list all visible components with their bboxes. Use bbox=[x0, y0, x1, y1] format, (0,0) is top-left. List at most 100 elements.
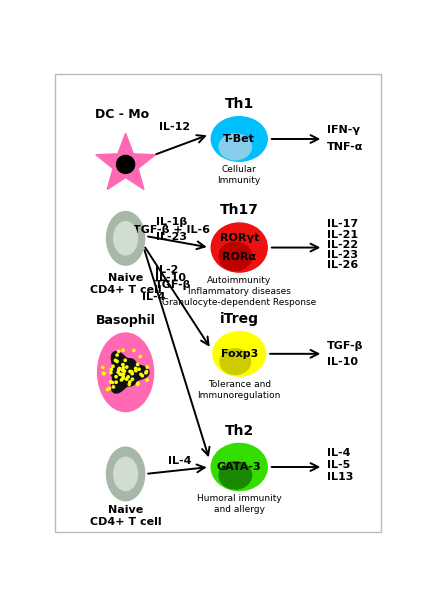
Ellipse shape bbox=[115, 376, 117, 378]
Text: RORγt: RORγt bbox=[220, 233, 259, 243]
Text: Th1: Th1 bbox=[224, 97, 254, 111]
Ellipse shape bbox=[102, 372, 105, 374]
Text: IL-2: IL-2 bbox=[155, 265, 178, 275]
Text: TGF-β: TGF-β bbox=[326, 341, 363, 350]
Ellipse shape bbox=[139, 355, 142, 358]
Text: Th2: Th2 bbox=[224, 424, 254, 438]
Ellipse shape bbox=[111, 382, 113, 383]
Ellipse shape bbox=[110, 371, 112, 374]
Ellipse shape bbox=[141, 374, 144, 377]
Ellipse shape bbox=[103, 373, 105, 375]
Text: IL-23: IL-23 bbox=[326, 250, 357, 260]
Text: Autoimmunity
Inflammatory diseases
Granulocyte-dependent Response: Autoimmunity Inflammatory diseases Granu… bbox=[162, 276, 316, 307]
Ellipse shape bbox=[136, 383, 139, 386]
Text: IL-4: IL-4 bbox=[168, 455, 192, 466]
Ellipse shape bbox=[128, 383, 130, 385]
Ellipse shape bbox=[118, 350, 120, 352]
Text: RORα: RORα bbox=[222, 252, 256, 262]
Ellipse shape bbox=[213, 332, 266, 376]
Text: IL-4: IL-4 bbox=[326, 448, 350, 458]
Ellipse shape bbox=[133, 349, 135, 352]
Ellipse shape bbox=[138, 368, 140, 370]
Ellipse shape bbox=[108, 387, 110, 389]
Text: Basophil: Basophil bbox=[96, 314, 156, 327]
Ellipse shape bbox=[145, 372, 147, 374]
Ellipse shape bbox=[114, 222, 137, 255]
Ellipse shape bbox=[122, 373, 125, 375]
Text: Foxp3: Foxp3 bbox=[221, 349, 258, 359]
Polygon shape bbox=[110, 352, 149, 393]
Ellipse shape bbox=[125, 378, 128, 380]
Ellipse shape bbox=[140, 373, 142, 376]
Text: GATA-3: GATA-3 bbox=[217, 462, 261, 472]
Ellipse shape bbox=[123, 370, 125, 372]
Text: T-Bet: T-Bet bbox=[223, 134, 255, 144]
Ellipse shape bbox=[122, 376, 125, 378]
Ellipse shape bbox=[131, 378, 133, 380]
Ellipse shape bbox=[211, 117, 267, 161]
Text: Naive
CD4+ T cell: Naive CD4+ T cell bbox=[90, 273, 162, 295]
Ellipse shape bbox=[146, 379, 148, 381]
Text: IL-4: IL-4 bbox=[142, 292, 166, 302]
Text: IL13: IL13 bbox=[326, 472, 353, 482]
Ellipse shape bbox=[146, 366, 148, 368]
Text: TNF-α: TNF-α bbox=[326, 142, 363, 152]
Text: Naive
CD4+ T cell: Naive CD4+ T cell bbox=[90, 505, 162, 527]
Text: IL-23: IL-23 bbox=[156, 232, 187, 242]
Polygon shape bbox=[96, 133, 156, 190]
Text: IL-26: IL-26 bbox=[326, 260, 358, 270]
Ellipse shape bbox=[130, 371, 133, 373]
Text: IL-17: IL-17 bbox=[326, 220, 357, 229]
Text: DC - Mo: DC - Mo bbox=[95, 109, 149, 121]
Ellipse shape bbox=[135, 370, 137, 372]
Ellipse shape bbox=[122, 349, 124, 352]
Ellipse shape bbox=[102, 366, 104, 368]
Ellipse shape bbox=[129, 370, 131, 373]
Ellipse shape bbox=[145, 370, 148, 373]
Text: Th17: Th17 bbox=[220, 203, 259, 217]
Ellipse shape bbox=[115, 381, 117, 383]
Ellipse shape bbox=[116, 155, 135, 173]
Ellipse shape bbox=[219, 242, 252, 271]
Ellipse shape bbox=[107, 212, 144, 265]
Ellipse shape bbox=[134, 367, 137, 370]
Ellipse shape bbox=[112, 386, 114, 388]
Ellipse shape bbox=[120, 373, 122, 376]
Ellipse shape bbox=[118, 368, 120, 371]
Ellipse shape bbox=[219, 134, 252, 160]
Ellipse shape bbox=[220, 349, 251, 374]
Text: IL-1β: IL-1β bbox=[156, 217, 187, 227]
Ellipse shape bbox=[107, 388, 109, 391]
Ellipse shape bbox=[116, 354, 118, 356]
Ellipse shape bbox=[114, 457, 137, 491]
Text: Cellular
Immunity: Cellular Immunity bbox=[218, 165, 261, 185]
Ellipse shape bbox=[110, 380, 112, 383]
Text: Humoral immunity
and allergy: Humoral immunity and allergy bbox=[197, 494, 282, 514]
Text: iTreg: iTreg bbox=[220, 312, 259, 326]
Ellipse shape bbox=[219, 461, 252, 489]
Ellipse shape bbox=[131, 373, 133, 375]
Ellipse shape bbox=[124, 359, 126, 361]
Ellipse shape bbox=[110, 368, 113, 371]
Ellipse shape bbox=[127, 376, 129, 378]
Ellipse shape bbox=[118, 367, 121, 370]
Ellipse shape bbox=[114, 359, 116, 361]
Ellipse shape bbox=[122, 377, 125, 379]
Ellipse shape bbox=[211, 443, 267, 491]
Text: IL-5: IL-5 bbox=[326, 460, 350, 470]
Ellipse shape bbox=[122, 364, 124, 366]
Ellipse shape bbox=[137, 382, 139, 385]
Text: TGF-β: TGF-β bbox=[155, 280, 192, 290]
Text: IL-21: IL-21 bbox=[326, 230, 357, 239]
Ellipse shape bbox=[116, 360, 118, 362]
Text: IL-12: IL-12 bbox=[159, 122, 190, 132]
Ellipse shape bbox=[119, 373, 121, 376]
Ellipse shape bbox=[136, 364, 139, 365]
Ellipse shape bbox=[98, 333, 153, 412]
Ellipse shape bbox=[211, 223, 267, 272]
Text: IL-10: IL-10 bbox=[155, 272, 186, 283]
Ellipse shape bbox=[107, 447, 144, 501]
Text: IFN-γ: IFN-γ bbox=[326, 125, 360, 135]
Ellipse shape bbox=[122, 367, 125, 369]
Ellipse shape bbox=[117, 371, 119, 373]
